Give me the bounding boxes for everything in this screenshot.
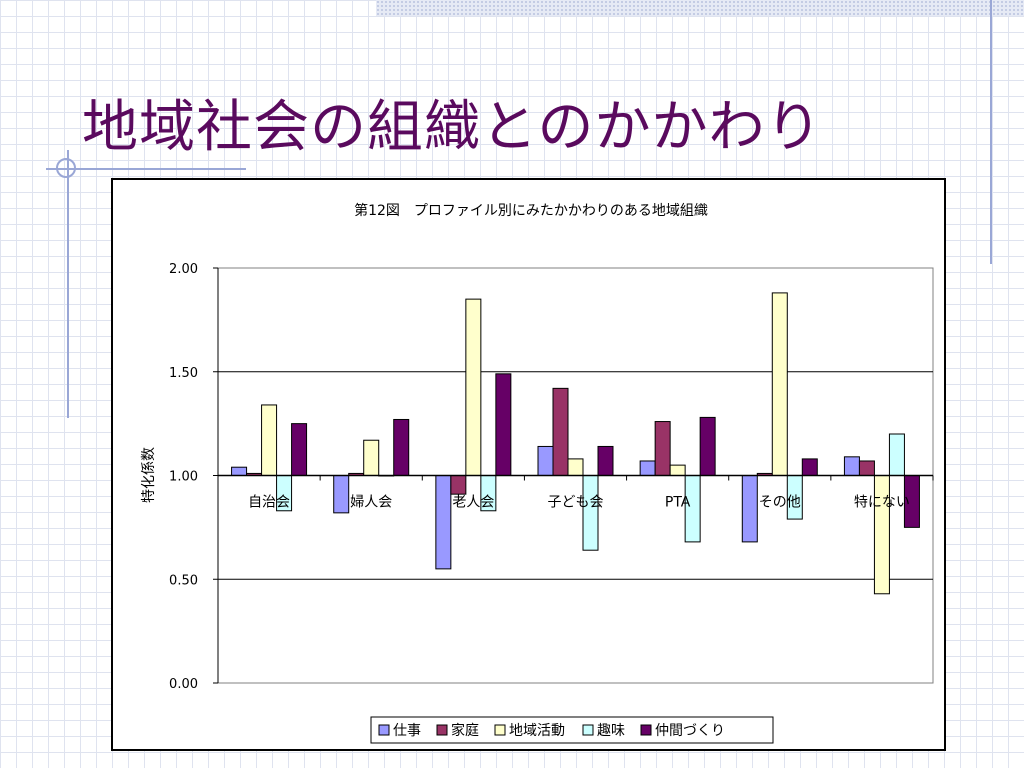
bar — [465, 298, 482, 476]
legend-label: 趣味 — [597, 723, 625, 739]
bar — [741, 475, 758, 543]
legend-swatch — [436, 724, 448, 736]
bar — [537, 445, 554, 477]
left-decorative-line — [67, 150, 69, 418]
bar-chart: 第12図 プロファイル別にみたかかわりのある地域組織 特化係数 0.00 0.50… — [141, 202, 934, 744]
y-tick-label: 0.00 — [169, 677, 198, 692]
legend-label: 家庭 — [451, 722, 479, 739]
legend-swatch — [378, 724, 390, 736]
x-category-label: 子ども会 — [548, 495, 604, 511]
y-tick-label: 1.00 — [169, 470, 198, 485]
bar — [771, 292, 788, 477]
bar — [597, 445, 614, 477]
bar — [567, 458, 584, 476]
bar — [888, 433, 905, 476]
bar — [669, 464, 686, 476]
legend-swatch — [494, 724, 506, 736]
bar — [843, 456, 860, 477]
bar — [231, 466, 248, 477]
x-category-label: その他 — [759, 495, 801, 511]
bar — [873, 475, 890, 595]
x-category-label: 自治会 — [248, 495, 290, 511]
bar — [450, 475, 467, 495]
bar — [858, 460, 875, 477]
y-tick-label: 2.00 — [169, 262, 198, 277]
circle-decoration — [56, 158, 76, 178]
bar — [435, 475, 452, 570]
bar — [801, 458, 818, 476]
x-category-label: PTA — [665, 495, 691, 511]
legend-swatch — [640, 724, 652, 736]
bar — [654, 421, 671, 477]
legend-label: 仕事 — [393, 723, 421, 739]
bar — [639, 460, 656, 477]
bar — [699, 416, 716, 476]
bar — [261, 404, 278, 476]
bar — [291, 423, 308, 476]
bar — [333, 475, 350, 514]
legend-label: 地域活動 — [509, 723, 565, 739]
bar — [393, 418, 410, 477]
x-category-label: 老人会 — [452, 495, 494, 511]
y-tick-label: 1.50 — [169, 366, 198, 381]
chart-title: 第12図 プロファイル別にみたかかわりのある地域組織 — [354, 202, 708, 219]
legend-box — [370, 716, 774, 744]
x-category-label: 婦人会 — [350, 494, 392, 511]
legend-label: 仲間づくり — [655, 723, 725, 739]
chart-container: 第12図 プロファイル別にみたかかわりのある地域組織 特化係数 0.00 0.50… — [111, 178, 946, 751]
slide-title: 地域社会の組織とのかかわり — [82, 95, 823, 160]
title-underline-decoration — [46, 168, 246, 170]
right-decorative-line — [990, 0, 992, 264]
y-tick-label: 0.50 — [169, 573, 198, 588]
bar — [495, 373, 512, 476]
bar — [582, 475, 599, 551]
y-axis-label: 特化係数 — [141, 447, 157, 503]
bar — [552, 387, 569, 477]
legend-swatch — [582, 724, 594, 736]
top-decorative-band — [376, 0, 1024, 16]
x-category-label: 特にない — [854, 495, 910, 511]
bar — [363, 439, 380, 477]
